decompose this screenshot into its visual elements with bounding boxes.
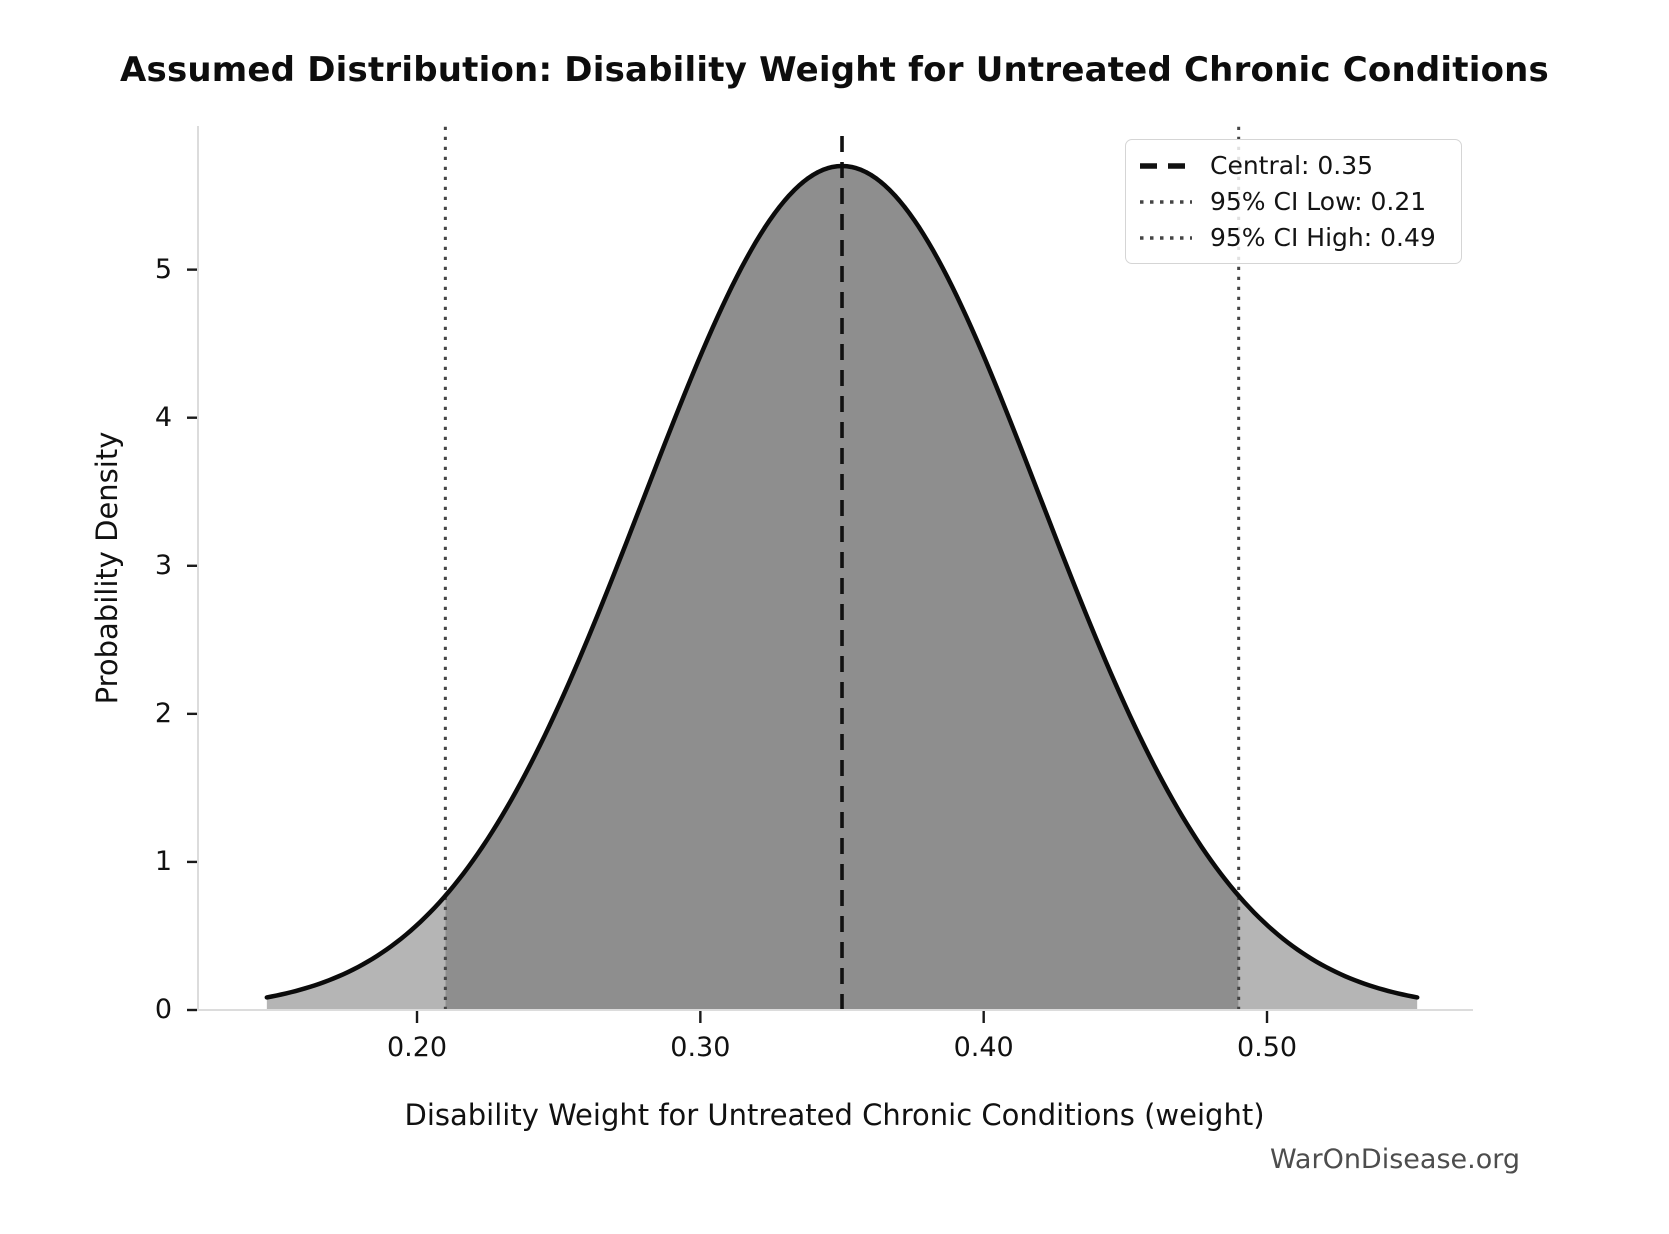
y-tick-marks <box>187 268 197 1012</box>
legend-label: 95% CI Low: 0.21 <box>1210 187 1427 216</box>
y-tick-label: 3 <box>154 549 172 581</box>
x-tick-label: 0.50 <box>1236 1032 1298 1063</box>
legend-entry-ci-low: 95% CI Low: 0.21 <box>1138 187 1449 216</box>
right-tail-fill <box>1238 895 1418 1010</box>
dotted-line-sample-icon <box>1140 199 1192 204</box>
y-tick-label: 0 <box>154 994 172 1025</box>
chart-title: Assumed Distribution: Disability Weight … <box>120 50 1549 90</box>
x-tick-label: 0.40 <box>953 1032 1014 1063</box>
y-tick-label: 1 <box>154 845 172 877</box>
dotted-line-sample-icon <box>1140 235 1192 240</box>
legend-entry-central: Central: 0.35 <box>1138 151 1449 180</box>
x-axis-label: Disability Weight for Untreated Chronic … <box>404 1098 1265 1132</box>
dashed-line-sample-icon <box>1140 162 1192 169</box>
x-tick-marks <box>415 1011 1269 1023</box>
left-tail-fill <box>266 895 446 1010</box>
legend: Central: 0.35 95% CI Low: 0.21 95% CI Hi… <box>1125 139 1462 264</box>
legend-entry-ci-high: 95% CI High: 0.49 <box>1138 223 1449 252</box>
legend-label: 95% CI High: 0.49 <box>1210 223 1436 252</box>
y-axis-label: Probability Density <box>90 431 124 705</box>
watermark: WarOnDisease.org <box>1269 1144 1520 1175</box>
y-tick-label: 4 <box>154 401 172 433</box>
y-tick-label: 5 <box>154 253 172 285</box>
density-curve <box>264 163 1420 1000</box>
legend-label: Central: 0.35 <box>1210 151 1374 180</box>
y-tick-label: 2 <box>154 697 172 729</box>
x-tick-label: 0.20 <box>386 1032 448 1063</box>
x-tick-label: 0.30 <box>670 1032 731 1063</box>
